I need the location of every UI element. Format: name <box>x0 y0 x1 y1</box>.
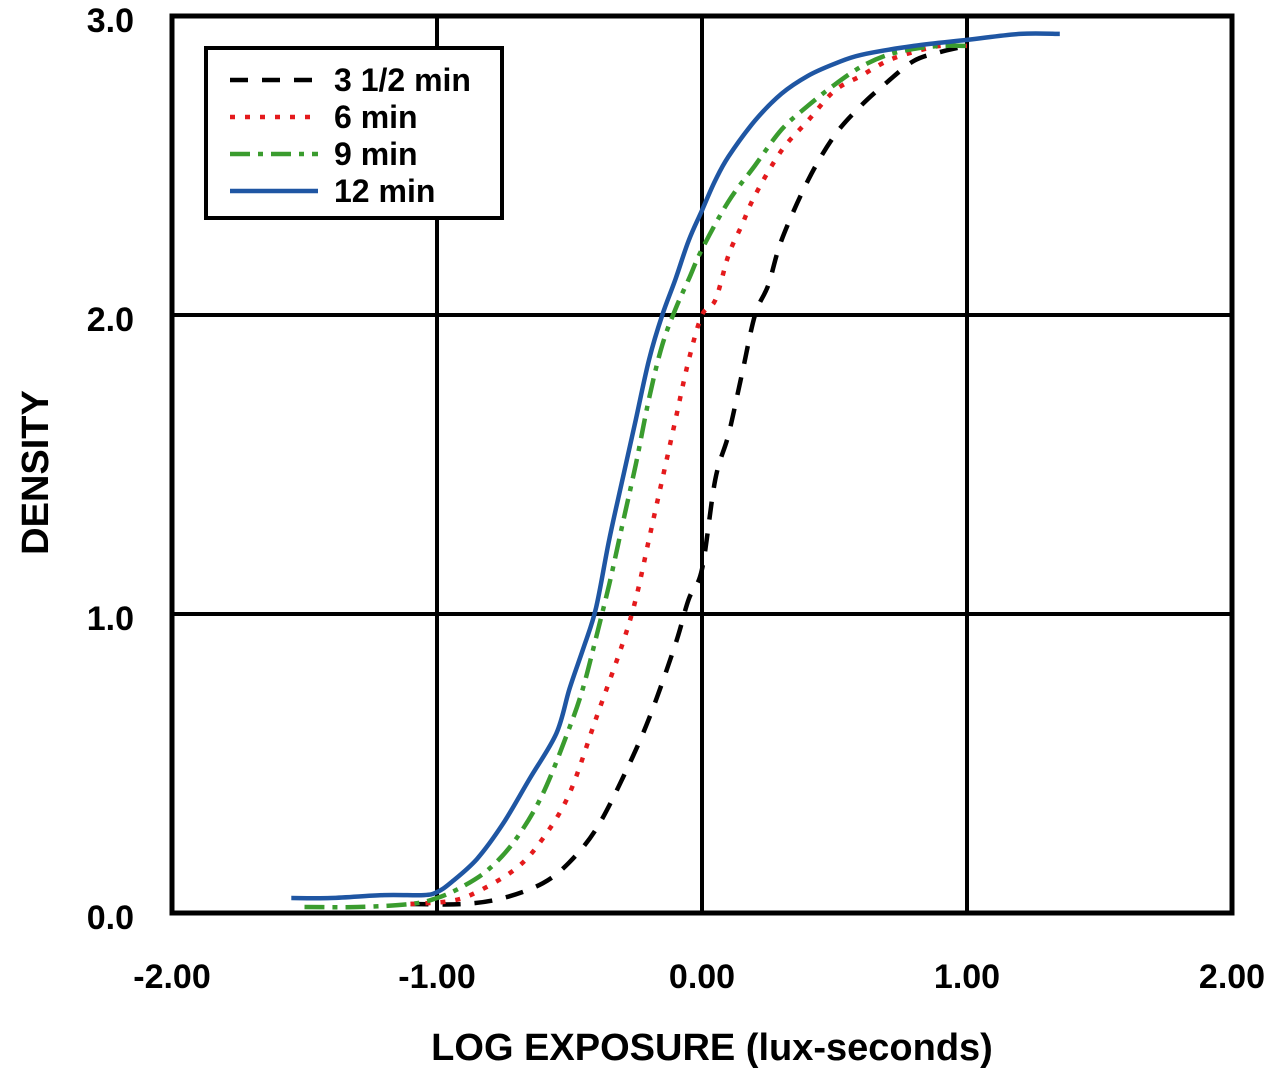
series-line-3 <box>304 43 968 910</box>
y-axis-title: DENSITY <box>15 390 57 555</box>
x-tick-label: -2.00 <box>133 958 211 996</box>
y-tick-label: 3.0 <box>87 2 134 40</box>
plot-frame <box>169 13 1235 916</box>
y-tick-labels: 0.0 1.0 2.0 3.0 <box>87 2 134 937</box>
legend-label-4: 12 min <box>334 173 435 209</box>
series-line-4 <box>291 31 1060 901</box>
x-tick-labels: -2.00 -1.00 0.00 1.00 2.00 <box>133 958 1265 996</box>
series-lines <box>291 31 1060 910</box>
series-line-1 <box>410 43 968 907</box>
y-tick-label: 0.0 <box>87 899 134 937</box>
y-tick-label: 1.0 <box>87 600 134 638</box>
y-tick-label: 2.0 <box>87 301 134 339</box>
legend-label-3: 9 min <box>334 136 418 172</box>
x-tick-label: -1.00 <box>398 958 476 996</box>
x-tick-label: 0.00 <box>669 958 735 996</box>
series-line-2 <box>410 43 968 907</box>
x-tick-label: 1.00 <box>934 958 1000 996</box>
grid-lines <box>172 16 1232 913</box>
legend-label-2: 6 min <box>334 99 418 135</box>
x-tick-label: 2.00 <box>1199 958 1265 996</box>
legend-label-1: 3 1/2 min <box>334 62 471 98</box>
x-axis-title: LOG EXPOSURE (lux-seconds) <box>431 1027 993 1068</box>
